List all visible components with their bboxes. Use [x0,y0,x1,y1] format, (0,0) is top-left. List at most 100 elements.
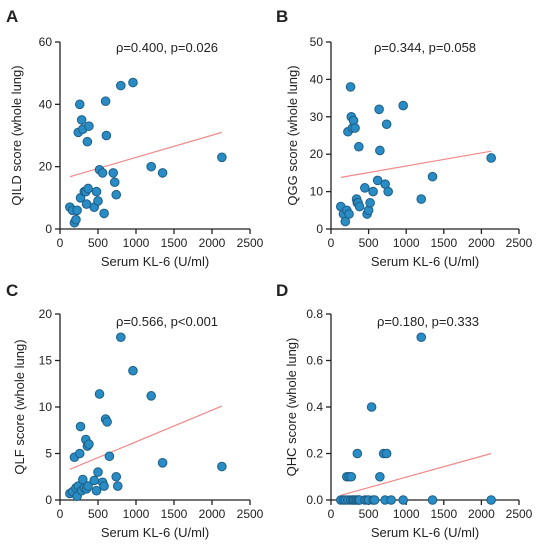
y-tick-label: 40 [39,97,53,111]
data-point [83,481,93,491]
x-tick-label: 0 [328,236,335,250]
data-point [217,152,227,163]
data-point [116,80,126,91]
regression-line [340,452,492,496]
data-point [93,196,103,206]
panel-letter: C [6,281,18,300]
data-point [99,481,109,491]
x-tick-label: 0 [57,507,64,521]
data-point [128,77,138,88]
data-point [108,168,118,178]
data-point [427,495,438,505]
x-tick-label: 500 [88,507,108,521]
y-tick-label: 0.6 [306,354,323,368]
data-point [146,391,156,401]
x-tick-label: 1500 [430,507,457,521]
plot-area: 0 500 1000 1500 2000 2500 0 20 40 60 [39,35,264,250]
regression-line [69,131,223,178]
x-tick-label: 1500 [161,507,188,521]
x-tick-label: 1500 [430,236,457,250]
data-point [375,471,385,482]
panel-c: C ρ=0.566, p<0.001 0 500 1000 1500 2000 25000… [6,281,264,540]
x-tick-label: 0 [328,507,335,521]
panel-letter: D [276,281,288,300]
data-point [486,153,496,163]
data-point [109,177,120,188]
data-point [157,168,168,178]
x-tick-label: 500 [359,507,379,521]
data-point [368,186,378,197]
stat-annotation: ρ=0.180, p=0.333 [377,314,479,329]
x-axis-label: Serum KL-6 (U/ml) [371,525,479,540]
y-tick-label: 50 [310,35,324,49]
data-point [146,161,156,172]
x-tick-label: 2000 [199,236,226,250]
data-point [350,123,360,133]
regression-line [340,150,492,178]
data-point [381,448,392,459]
x-tick-label: 2000 [468,507,495,521]
data-point [74,448,85,459]
data-point [71,214,81,225]
y-axis-label: QHC score (whole lung) [284,338,299,477]
y-tick-label: 20 [39,307,53,321]
y-tick-label: 0 [316,222,323,236]
data-point [100,96,111,107]
x-tick-label: 1000 [393,236,420,250]
data-point [91,485,102,496]
data-point [383,186,393,197]
data-point [374,104,384,115]
data-point [128,365,138,376]
data-point [360,183,370,193]
data-point [99,208,109,219]
data-point [83,183,93,194]
stat-annotation: ρ=0.566, p<0.001 [116,314,218,329]
data-point [352,448,363,459]
data-point [74,99,85,110]
data-point [365,198,375,208]
data-point [416,332,427,343]
data-point [97,168,108,178]
x-tick-label: 2500 [506,236,533,250]
y-tick-label: 20 [39,160,53,174]
data-point [101,130,112,141]
y-tick-label: 10 [310,185,324,199]
data-point [84,121,94,131]
data-point [104,451,115,462]
y-tick-label: 20 [310,147,324,161]
x-axis-label: Serum KL-6 (U/ml) [101,254,209,269]
x-tick-label: 2000 [199,507,226,521]
y-tick-label: 0 [45,493,52,507]
data-point [112,481,123,491]
panel-b: B ρ=0.344, p=0.058 0 500 1000 1500 2000 25000… [276,7,533,269]
y-tick-label: 10 [39,400,53,414]
data-point [381,119,392,130]
y-tick-label: 0.2 [306,447,323,461]
data-point [398,100,408,111]
data-point [427,171,438,182]
data-point [366,402,377,412]
x-tick-label: 1500 [161,236,188,250]
data-point [369,495,380,505]
x-tick-label: 1000 [393,507,420,521]
y-tick-label: 15 [39,354,53,368]
data-point [89,475,99,486]
stat-annotation: ρ=0.400, p=0.026 [116,40,218,55]
data-point [82,136,93,147]
data-point [486,495,496,505]
plot-area: 0 500 1000 1500 2000 2500 0 5 10 15 20 [39,307,264,521]
data-point [76,115,87,125]
data-point [111,471,122,482]
data-point [344,209,354,219]
y-tick-label: 40 [310,72,324,86]
plot-area: 0 500 1000 1500 2000 2500 0.0 0.2 0.4 0.6 0.8 [306,307,532,521]
data-point [116,332,126,343]
data-point [72,205,82,216]
y-tick-label: 0.0 [306,493,323,507]
data-point [354,201,365,212]
data-point [416,194,427,204]
data-point [93,467,103,477]
plot-area: 0 500 1000 1500 2000 2500 0 10 20 30 40 50 [310,35,533,250]
x-tick-label: 2500 [506,507,533,521]
y-axis-label: QLF score (whole lung) [12,339,27,474]
